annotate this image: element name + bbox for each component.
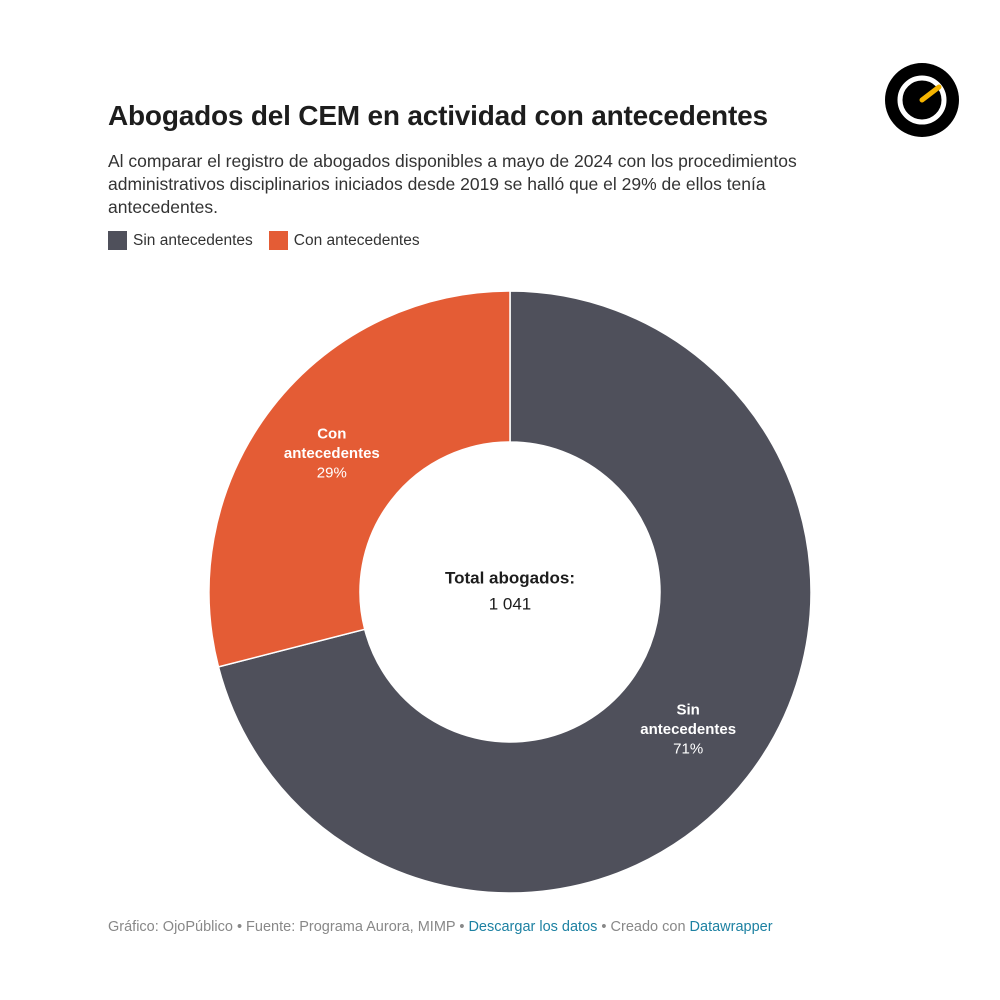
slice-name-label: Sin bbox=[677, 702, 700, 719]
slice-value-label: 29% bbox=[317, 464, 347, 481]
legend-label: Con antecedentes bbox=[293, 231, 420, 249]
datawrapper-link[interactable]: Datawrapper bbox=[689, 919, 773, 935]
legend-item-sin-antecedentes: Sin antecedentes bbox=[108, 231, 253, 250]
slice-value-label: 71% bbox=[673, 741, 703, 758]
slice-name-label: antecedentes bbox=[640, 721, 736, 738]
legend-label: Sin antecedentes bbox=[133, 231, 253, 249]
footer-created-with: • Creado con bbox=[597, 919, 690, 935]
slice-name-label: Con bbox=[317, 425, 346, 442]
donut-slice-sin-antecedentes bbox=[217, 290, 812, 894]
chart-subtitle: Al comparar el registro de abogados disp… bbox=[108, 151, 797, 217]
donut-slice-con-antecedentes bbox=[208, 290, 511, 668]
chart-title: Abogados del CEM en actividad con antece… bbox=[108, 100, 768, 131]
donut-chart: Sin antecedentes 71% Con antecedentes 29% Tota… bbox=[200, 282, 820, 902]
donut-chart-svg: Sin antecedentes 71% Con antecedentes 29% Tota… bbox=[208, 290, 812, 894]
center-total-label: Total abogados: bbox=[445, 568, 575, 587]
legend-swatch-sin-antecedentes bbox=[108, 231, 127, 250]
chart-legend: Sin antecedentes Con antecedentes bbox=[108, 231, 420, 250]
ojopublico-logo-icon bbox=[885, 63, 959, 137]
legend-item-con-antecedentes: Con antecedentes bbox=[268, 231, 420, 250]
chart-footer: Gráfico: OjoPúblico • Fuente: Programa A… bbox=[108, 919, 773, 935]
slice-name-label: antecedentes bbox=[284, 445, 380, 462]
legend-swatch-con-antecedentes bbox=[268, 231, 288, 250]
download-data-link[interactable]: Descargar los datos bbox=[468, 919, 598, 935]
center-total-value: 1 041 bbox=[489, 594, 532, 613]
footer-credit: Gráfico: OjoPúblico • Fuente: Programa A… bbox=[108, 919, 469, 935]
